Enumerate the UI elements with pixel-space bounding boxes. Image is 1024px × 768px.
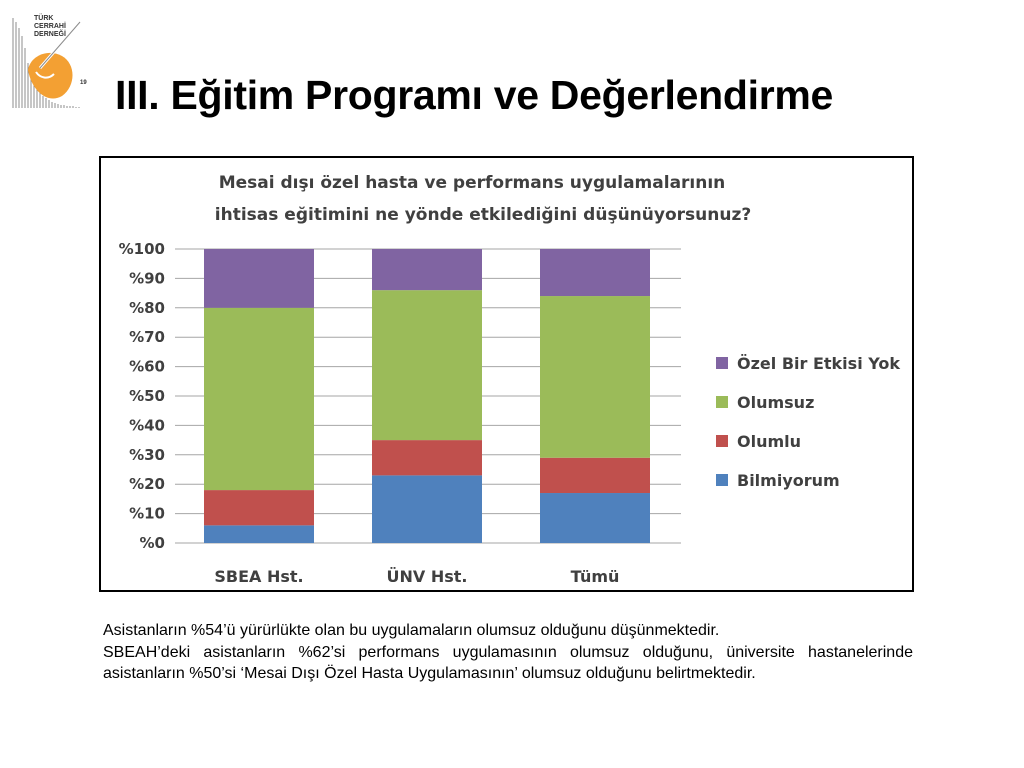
x-tick-label: Tümü: [571, 567, 620, 586]
legend-label: Olumlu: [737, 432, 801, 451]
x-tick-label: SBEA Hst.: [214, 567, 303, 586]
legend-swatch: [716, 474, 728, 486]
x-tick-label: ÜNV Hst.: [387, 567, 468, 586]
logo-line-2: CERRAHİ: [34, 22, 66, 30]
legend-swatch: [716, 396, 728, 408]
svg-text:19: 19: [80, 80, 87, 86]
bar-segment: [204, 525, 314, 543]
y-tick-label: %100: [119, 240, 165, 258]
y-tick-label: %20: [129, 475, 165, 493]
bar-segment: [540, 249, 650, 297]
bar-segment: [204, 307, 314, 491]
bar-segment: [540, 493, 650, 543]
bars: [204, 249, 650, 543]
turk-cerrahi-dernegi-logo: TÜRK CERRAHİ DERNEĞİ 19: [10, 8, 90, 111]
bar-segment: [204, 249, 314, 308]
y-tick-label: %50: [129, 387, 165, 405]
svg-text:DERNEĞİ: DERNEĞİ: [34, 29, 66, 38]
chart-title-line-1: Mesai dışı özel hasta ve performans uygu…: [219, 173, 726, 193]
body-paragraph-2: SBEAH’deki asistanların %62’si performan…: [103, 643, 913, 683]
y-tick-label: %40: [129, 416, 165, 434]
y-axis-ticks: %0 %10 %20 %30 %40 %50 %60 %70 %80 %90 %100: [119, 240, 165, 552]
bar-segment: [540, 296, 650, 458]
y-tick-label: %10: [129, 505, 165, 523]
y-tick-label: %90: [129, 269, 165, 287]
x-axis-ticks: SBEA Hst. ÜNV Hst. Tümü: [214, 567, 619, 586]
svg-text:CERRAHİ: CERRAHİ: [34, 22, 66, 30]
body-text: Asistanların %54’ü yürürlükte olan bu uy…: [103, 620, 913, 685]
legend-label: Özel Bir Etkisi Yok: [737, 354, 900, 373]
legend-swatch: [716, 357, 728, 369]
logo-line-1: TÜRK: [34, 13, 53, 22]
bar-segment: [372, 249, 482, 291]
y-tick-label: %0: [140, 534, 165, 552]
legend-label: Olumsuz: [737, 393, 814, 412]
logo-year-fragment: 19: [80, 80, 87, 86]
logo-line-3: DERNEĞİ: [34, 29, 66, 38]
bar-segment: [204, 490, 314, 526]
legend: Özel Bir Etkisi Yok Olumsuz Olumlu Bilmiyor…: [716, 354, 900, 490]
bar-segment: [540, 457, 650, 494]
bar-segment: [372, 290, 482, 441]
y-tick-label: %80: [129, 299, 165, 317]
slide-title: III. Eğitim Programı ve Değerlendirme: [115, 72, 834, 118]
chart-frame: Mesai dışı özel hasta ve performans uygu…: [99, 156, 914, 592]
chart-title-line-2: ihtisas eğitimini ne yönde etkilediğini …: [215, 205, 751, 225]
bar-segment: [372, 440, 482, 476]
stacked-bar-chart: Mesai dışı özel hasta ve performans uygu…: [119, 173, 901, 586]
legend-label: Bilmiyorum: [737, 471, 840, 490]
body-paragraph-1: Asistanların %54’ü yürürlükte olan bu uy…: [103, 622, 720, 639]
y-tick-label: %30: [129, 446, 165, 464]
svg-text:TÜRK: TÜRK: [34, 13, 53, 22]
legend-swatch: [716, 435, 728, 447]
bar-segment: [372, 475, 482, 543]
y-tick-label: %70: [129, 328, 165, 346]
y-tick-label: %60: [129, 358, 165, 376]
